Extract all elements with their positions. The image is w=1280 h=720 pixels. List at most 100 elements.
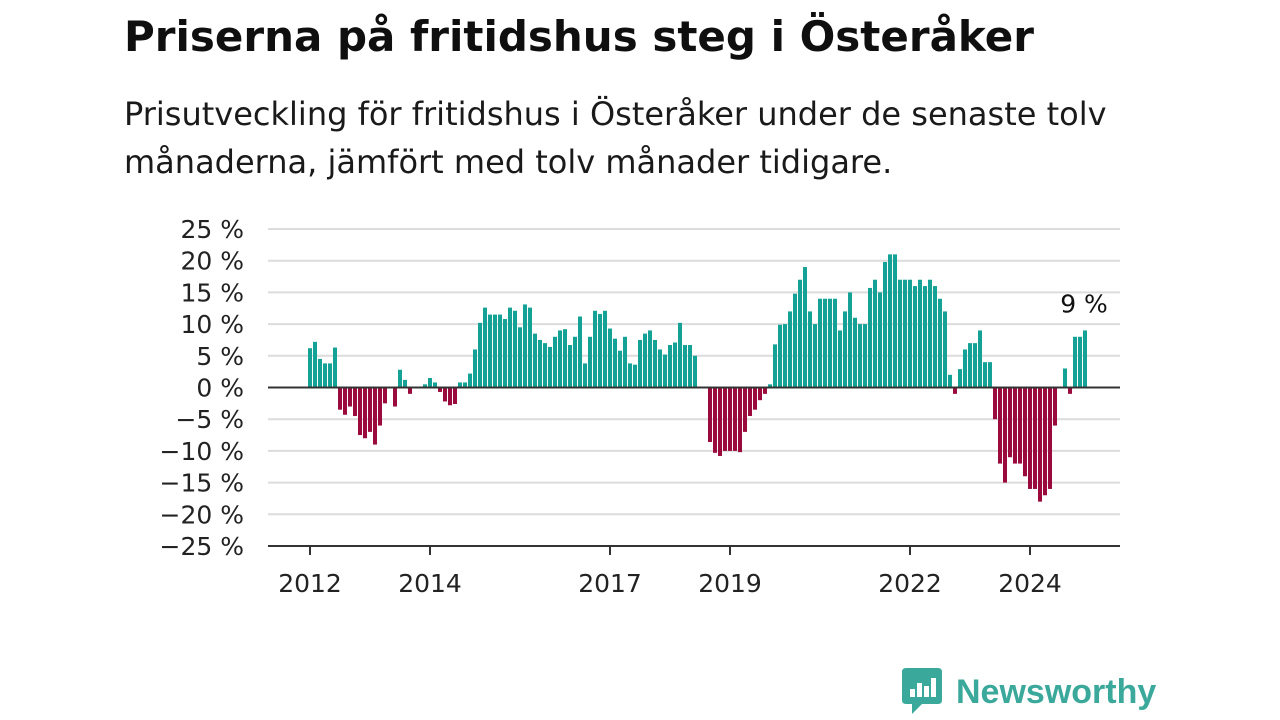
bar bbox=[563, 329, 567, 388]
bar bbox=[448, 387, 452, 406]
bar bbox=[1053, 387, 1057, 426]
bar bbox=[838, 330, 842, 388]
bar bbox=[883, 261, 887, 388]
bar bbox=[573, 336, 577, 388]
y-axis-ticks: 25 % 20 %15 % 10 % 5 % 0 %−5 % −10 % −15 %−20 … bbox=[160, 215, 244, 561]
bar bbox=[848, 292, 852, 388]
bar bbox=[988, 362, 992, 388]
y-tick-label: −10 % bbox=[160, 437, 244, 466]
bar bbox=[468, 373, 472, 388]
bar bbox=[758, 387, 762, 401]
bar bbox=[643, 333, 647, 388]
bar bbox=[343, 387, 347, 415]
bar bbox=[348, 387, 352, 407]
bar bbox=[803, 267, 807, 388]
bar bbox=[378, 387, 382, 426]
bar bbox=[823, 298, 827, 388]
bar bbox=[408, 387, 412, 394]
bar bbox=[1013, 387, 1017, 464]
bar bbox=[928, 279, 932, 388]
bar bbox=[403, 379, 407, 388]
bar bbox=[543, 343, 547, 388]
bar bbox=[828, 298, 832, 388]
bar bbox=[323, 363, 327, 388]
bar bbox=[933, 286, 937, 388]
bar bbox=[618, 350, 622, 388]
bar bbox=[868, 287, 872, 388]
bar bbox=[333, 347, 337, 388]
bar bbox=[818, 298, 822, 388]
bar bbox=[663, 354, 667, 388]
bar bbox=[1028, 387, 1032, 489]
bar bbox=[688, 345, 692, 388]
bar bbox=[993, 387, 997, 420]
bar bbox=[833, 298, 837, 388]
bar bbox=[853, 317, 857, 388]
bar bbox=[1018, 387, 1022, 464]
bar bbox=[878, 292, 882, 388]
bar bbox=[363, 387, 367, 439]
bar bbox=[513, 310, 517, 388]
bar bbox=[778, 324, 782, 388]
bar bbox=[308, 348, 312, 388]
bar bbox=[453, 387, 457, 404]
bar bbox=[1068, 387, 1072, 394]
bar bbox=[613, 338, 617, 388]
bar bbox=[328, 363, 332, 388]
y-tick-label: 10 % bbox=[180, 310, 244, 339]
bar bbox=[633, 364, 637, 388]
bar bbox=[528, 307, 532, 388]
bar bbox=[658, 349, 662, 388]
bar bbox=[423, 384, 427, 388]
y-tick-label: −20 % bbox=[160, 500, 244, 529]
bar bbox=[523, 304, 527, 388]
bar bbox=[1063, 368, 1067, 388]
bar bbox=[713, 387, 717, 453]
bar bbox=[463, 382, 467, 388]
bar bbox=[683, 345, 687, 388]
bar bbox=[998, 387, 1002, 464]
x-tick-label: 2012 bbox=[278, 569, 342, 598]
bar bbox=[353, 387, 357, 417]
latest-value-label: 9 % bbox=[1060, 289, 1108, 318]
bar bbox=[743, 387, 747, 432]
bar bbox=[433, 382, 437, 388]
brand-name: Newsworthy bbox=[956, 672, 1157, 711]
bar bbox=[568, 345, 572, 388]
bar bbox=[943, 311, 947, 388]
bar bbox=[588, 336, 592, 388]
bar bbox=[753, 387, 757, 410]
bar bbox=[873, 279, 877, 388]
bar bbox=[718, 387, 722, 456]
bar bbox=[668, 345, 672, 388]
bar bbox=[978, 330, 982, 388]
bar bbox=[673, 342, 677, 388]
bar bbox=[368, 387, 372, 432]
bar bbox=[428, 377, 432, 388]
bar bbox=[708, 387, 712, 443]
bar bbox=[508, 307, 512, 388]
bar bbox=[918, 279, 922, 388]
bar bbox=[538, 339, 542, 388]
bar bbox=[318, 358, 322, 388]
bar bbox=[763, 387, 767, 394]
bar bbox=[1073, 336, 1077, 388]
bar bbox=[583, 363, 587, 388]
bar bbox=[593, 310, 597, 388]
bar bbox=[858, 324, 862, 388]
x-tick-label: 2022 bbox=[878, 569, 942, 598]
y-tick-label: −5 % bbox=[175, 405, 244, 434]
bar bbox=[958, 369, 962, 388]
bar bbox=[393, 387, 397, 407]
bar bbox=[693, 355, 697, 388]
bar bbox=[598, 313, 602, 388]
bar bbox=[578, 316, 582, 388]
bar bbox=[373, 387, 377, 445]
bar bbox=[793, 293, 797, 388]
bar bbox=[653, 339, 657, 388]
bar bbox=[913, 286, 917, 388]
chart-subtitle: Prisutveckling för fritidshus i Österåke… bbox=[124, 95, 1107, 181]
bar bbox=[723, 387, 727, 451]
bar bbox=[1078, 336, 1082, 388]
